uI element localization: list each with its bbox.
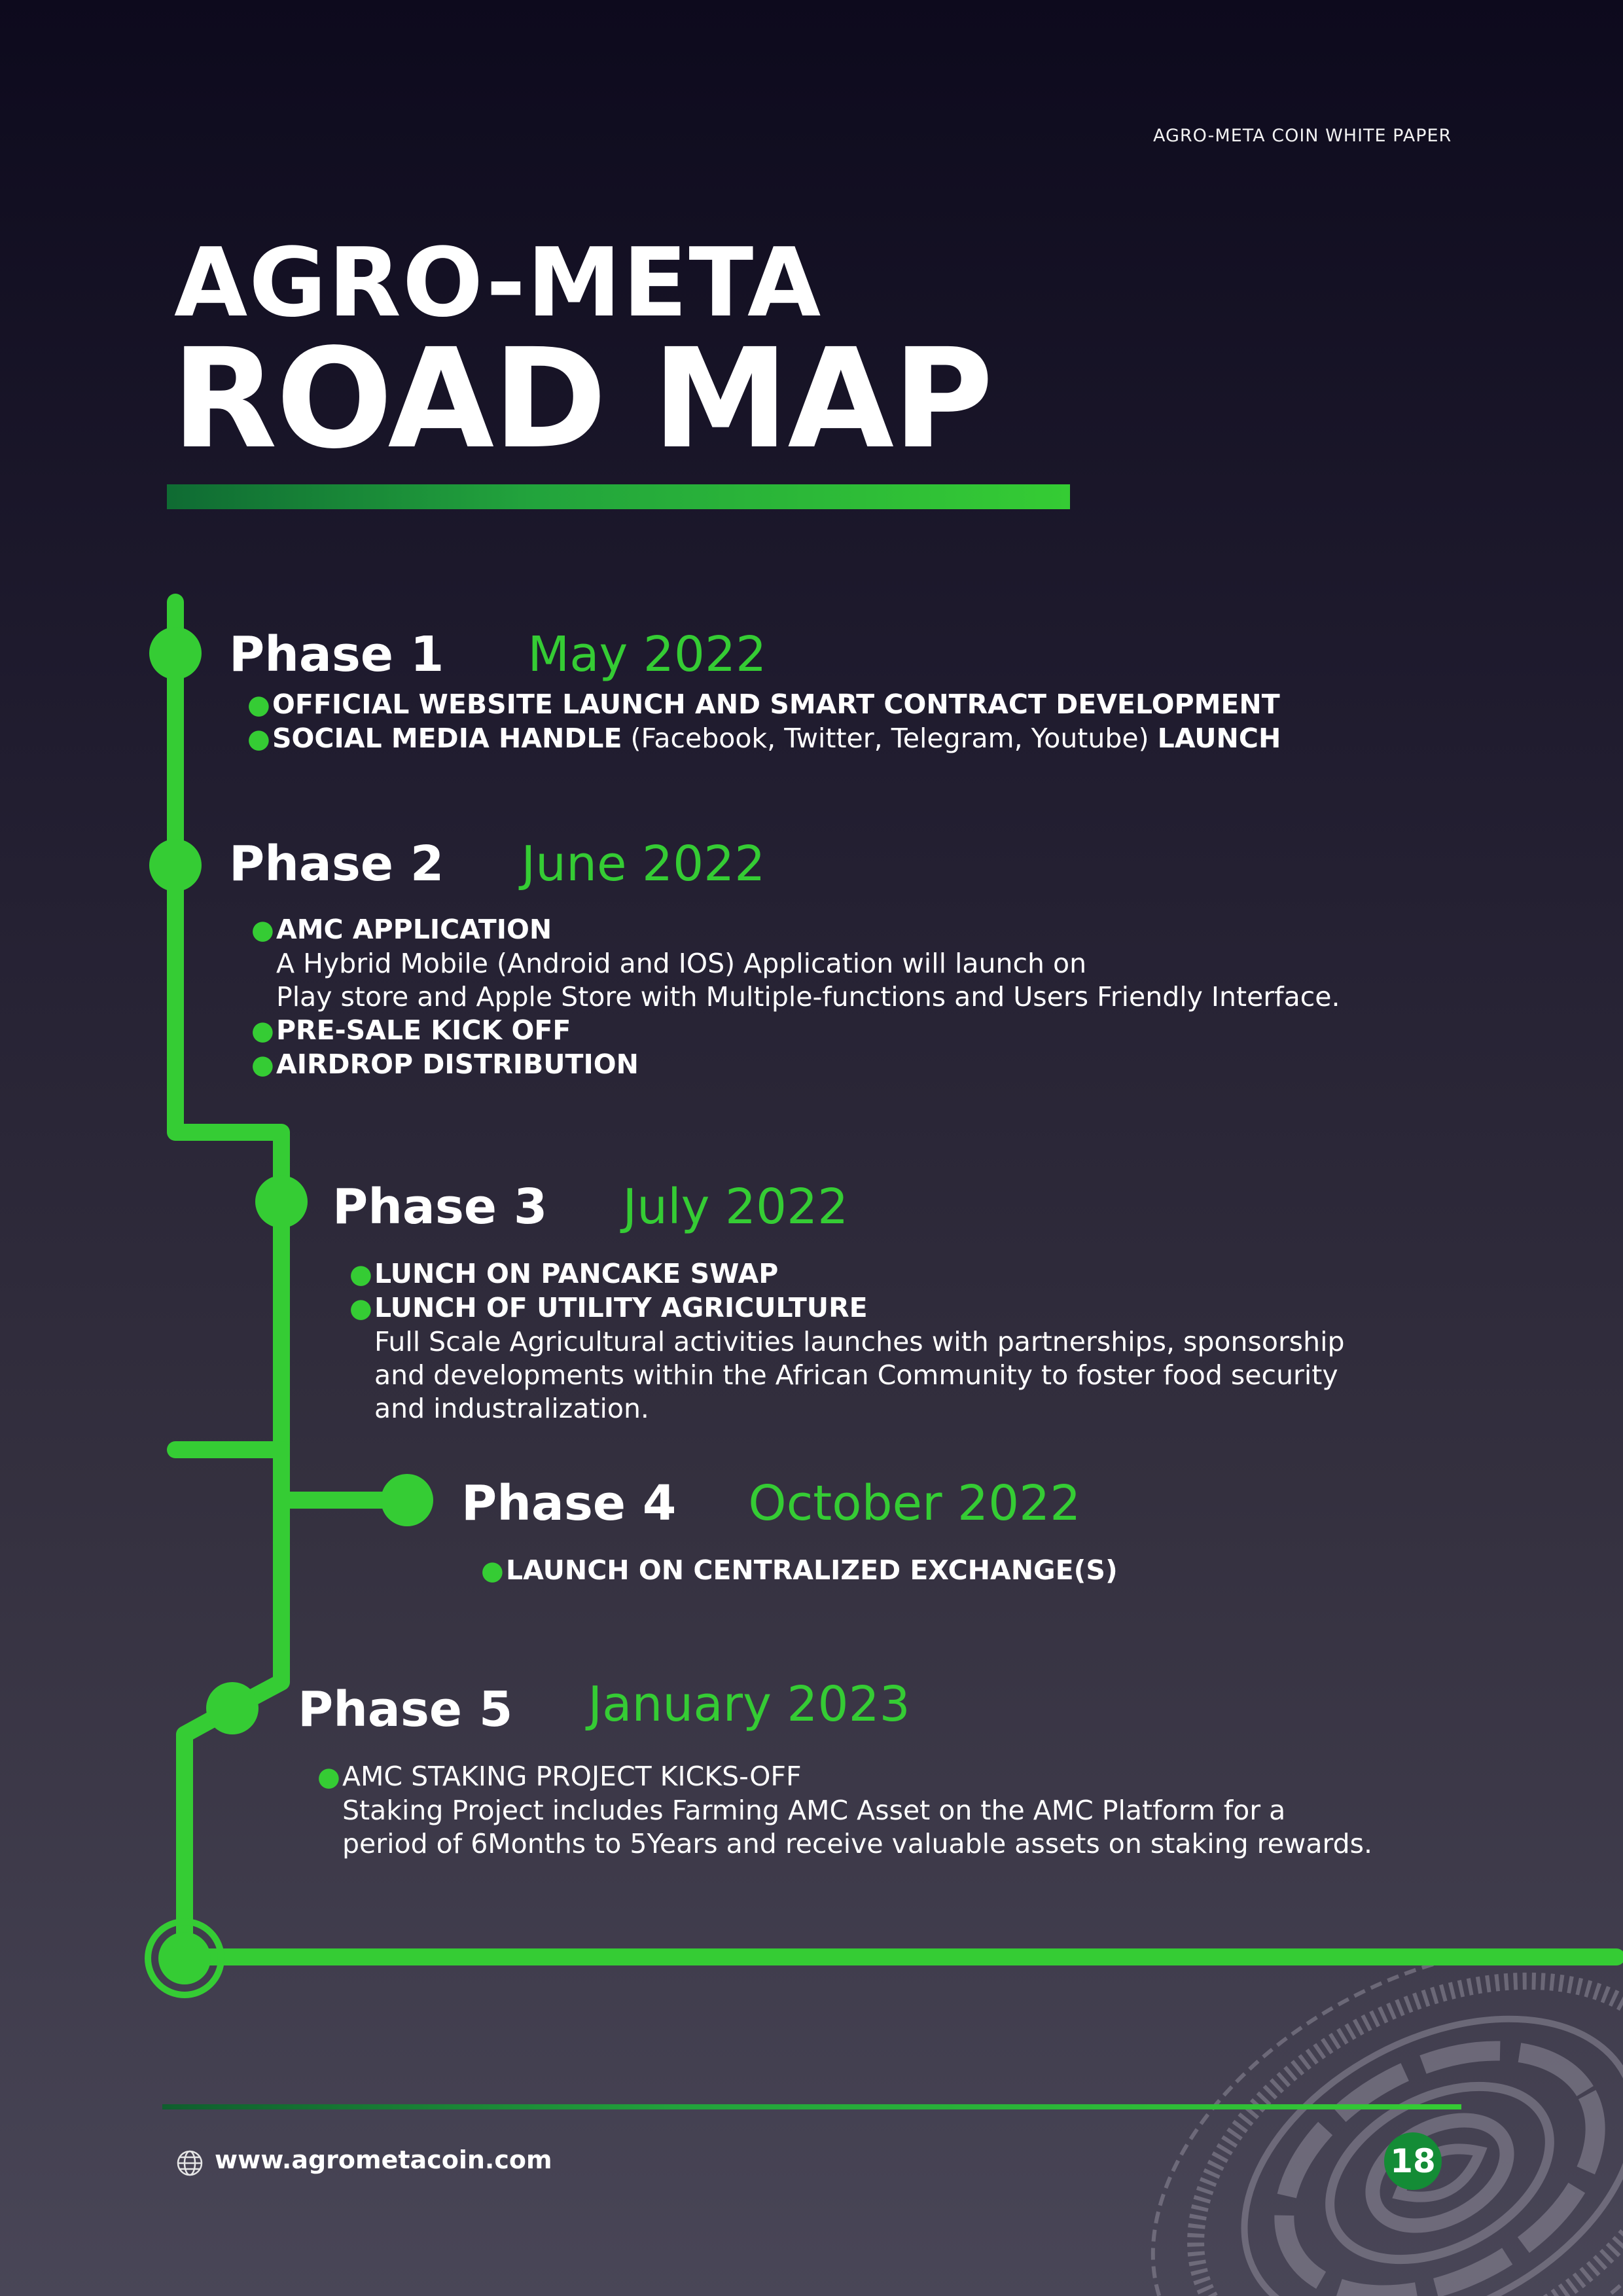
bullet-icon: ● [481,1556,504,1586]
list-item: ● AIRDROP DISTRIBUTION [251,1048,1340,1082]
bullet-icon: ● [349,1293,372,1323]
phase-title: Phase 3 [332,1179,548,1235]
phase-1: Phase 1 May 2022 ● OFFICIAL WEBSITE LAUN… [229,630,1281,756]
phase-4: Phase 4 October 2022 ● LAUNCH ON CENTRAL… [461,1479,1118,1588]
phase-date: May 2022 [527,626,767,683]
phase-title: Phase 5 [298,1681,513,1738]
footer-divider [162,2104,1461,2109]
phase-2: Phase 2 June 2022 ● AMC APPLICATION A Hy… [229,840,1340,1082]
list-item: ● OFFICIAL WEBSITE LAUNCH AND SMART CONT… [247,688,1281,722]
list-item: ● SOCIAL MEDIA HANDLE (Facebook, Twitter… [247,722,1281,756]
list-item: ● LUNCH OF UTILITY AGRICULTURE [349,1291,1345,1325]
document-label: AGRO-META COIN WHITE PAPER [1153,126,1452,146]
item-description: and developments within the African Comm… [374,1359,1338,1391]
phase-5-node [206,1682,259,1734]
item-description: period of 6Months to 5Years and receive … [342,1828,1373,1859]
list-item: ● LAUNCH ON CENTRALIZED EXCHANGE(S) [481,1554,1118,1588]
item-description: Staking Project includes Farming AMC Ass… [342,1795,1286,1826]
website-link[interactable]: www.agrometacoin.com [215,2145,552,2174]
item-description: Play store and Apple Store with Multiple… [276,981,1340,1013]
bullet-icon: ● [251,1016,274,1046]
end-node [158,1932,211,1984]
bullet-icon: ● [317,1762,340,1792]
globe-icon [177,2150,203,2176]
phase-title: Phase 1 [229,626,444,683]
list-item: ● AMC APPLICATION [251,913,1340,947]
item-description: and industralization. [374,1393,649,1424]
phase-3-node [255,1175,308,1228]
phase-5: Phase 5 January 2023 ● AMC STAKING PROJE… [298,1680,1373,1861]
list-item: ● LUNCH ON PANCAKE SWAP [349,1257,1345,1291]
bullet-icon: ● [247,690,270,720]
phase-date: July 2022 [622,1179,849,1235]
end-node-ring [145,1918,224,1998]
item-description: Full Scale Agricultural activities launc… [374,1326,1345,1357]
phase-3: Phase 3 July 2022 ● LUNCH ON PANCAKE SWA… [332,1183,1345,1426]
bullet-icon: ● [349,1259,372,1289]
phase-2-node [149,839,202,891]
title-underline-bar [167,484,1070,509]
phase-1-node [149,627,202,679]
bullet-icon: ● [251,1050,274,1080]
phase-title: Phase 2 [229,836,444,892]
title-line-1: AGRO-META [174,228,823,338]
bullet-icon: ● [251,915,274,945]
phase-date: October 2022 [748,1475,1081,1532]
bullet-icon: ● [247,724,270,754]
item-description: A Hybrid Mobile (Android and IOS) Applic… [276,948,1087,979]
page-number-badge: 18 [1384,2132,1442,2190]
phase-title: Phase 4 [461,1475,677,1532]
list-item: ● AMC STAKING PROJECT KICKS-OFF [317,1760,1372,1794]
list-item: ● PRE-SALE KICK OFF [251,1014,1340,1048]
phase-date: January 2023 [588,1676,910,1732]
phase-date: June 2022 [521,836,766,892]
phase-4-node [381,1474,433,1526]
title-line-2: ROAD MAP [171,319,993,479]
